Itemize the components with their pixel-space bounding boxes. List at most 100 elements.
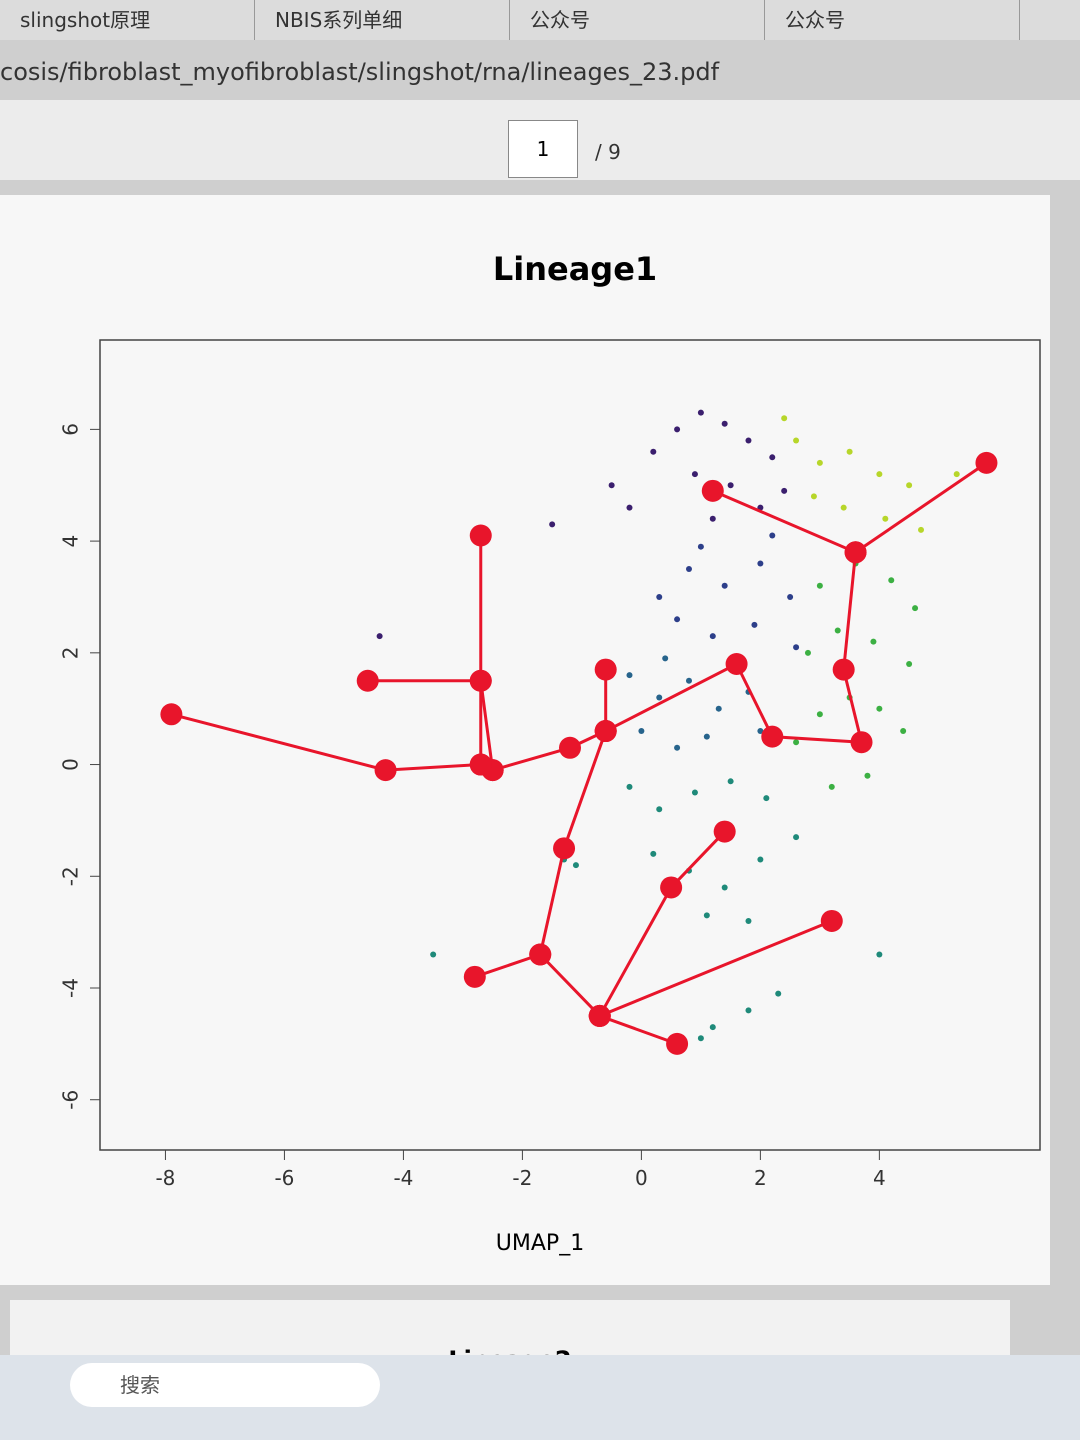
cell-point: [709, 633, 716, 640]
chart: Lineage1 UMAP_1 -8 -6 -4 -2 0 2 4 -6 -4 -2 0 2 4 6: [59, 250, 1041, 1256]
cell-point: [828, 783, 835, 790]
cell-point: [834, 627, 841, 634]
cell-point: [727, 482, 734, 489]
y-tick-label: 6: [59, 423, 83, 436]
lineage-node: [832, 658, 855, 681]
cell-point: [727, 778, 734, 785]
cell-point: [745, 1007, 752, 1014]
lineage-node: [844, 541, 867, 564]
lineage-node: [713, 820, 736, 843]
x-axis-label: UMAP_1: [496, 1231, 584, 1256]
cell-point: [709, 515, 716, 522]
url[interactable]: cosis/fibroblast_myofibroblast/slingshot…: [0, 58, 720, 86]
cell-point: [549, 521, 556, 528]
x-tick-label: -4: [393, 1166, 413, 1190]
cell-point: [888, 577, 895, 584]
y-tick-label: 2: [59, 646, 83, 659]
lineage-node: [469, 524, 492, 547]
lineage-node: [374, 759, 397, 782]
cell-point: [656, 806, 663, 813]
cell-point: [900, 728, 907, 735]
cell-point: [691, 471, 698, 478]
lineage-node: [701, 479, 724, 502]
cell-point: [769, 454, 776, 461]
cell-point: [751, 621, 758, 628]
tab[interactable]: NBIS系列单细: [255, 0, 510, 40]
cell-point: [769, 532, 776, 539]
x-tick-label: 4: [873, 1166, 886, 1190]
y-tick-label: -2: [59, 866, 83, 886]
lineage-curve: [598, 830, 726, 1017]
cell-point: [775, 990, 782, 997]
lineage-node: [463, 965, 486, 988]
cell-point: [721, 582, 728, 589]
cell-point: [793, 834, 800, 841]
cell-point: [572, 862, 579, 869]
tab[interactable]: 公众号: [510, 0, 765, 40]
cell-point: [376, 633, 383, 640]
x-tick-label: 0: [635, 1166, 648, 1190]
tab-bar: slingshot原理 NBIS系列单细 公众号 公众号: [0, 0, 1080, 40]
cell-point: [662, 655, 669, 662]
cell-point: [781, 415, 788, 422]
lineage-curve: [474, 730, 608, 979]
cell-point: [745, 917, 752, 924]
cell-point: [650, 850, 657, 857]
tab[interactable]: 公众号: [765, 0, 1020, 40]
taskbar: 搜索: [0, 1355, 1080, 1440]
cell-point: [840, 504, 847, 511]
cell-point: [810, 493, 817, 500]
x-tick-label: -6: [274, 1166, 294, 1190]
cell-point: [793, 644, 800, 651]
lineage-node: [761, 725, 784, 748]
cell-point: [656, 593, 663, 600]
cell-point: [757, 728, 764, 735]
cell-point: [638, 728, 645, 735]
x-tick-label: 2: [754, 1166, 767, 1190]
cell-point: [918, 526, 925, 533]
lineage-node: [469, 753, 492, 776]
cell-point: [864, 772, 871, 779]
cell-point: [757, 856, 764, 863]
cell-point: [697, 543, 704, 550]
cell-point: [715, 705, 722, 712]
lineage-node: [820, 909, 843, 932]
page-input[interactable]: 1: [508, 120, 578, 178]
lineage-node: [356, 669, 379, 692]
cell-point: [626, 672, 633, 679]
cell-point: [685, 566, 692, 573]
pdf-page: Lineage1 UMAP_1 -8 -6 -4 -2 0 2 4 -6 -4 -2 0 2 4 6: [0, 195, 1050, 1285]
lineage-node: [850, 731, 873, 754]
cell-point: [656, 694, 663, 701]
next-page: Lineage2: [10, 1300, 1010, 1360]
cell-point: [674, 616, 681, 623]
cell-point: [876, 951, 883, 958]
cell-point: [763, 795, 770, 802]
cell-point: [781, 487, 788, 494]
lineage-curve: [479, 535, 495, 771]
lineage-node: [660, 876, 683, 899]
cell-point: [674, 426, 681, 433]
cell-point: [816, 582, 823, 589]
cell-point: [846, 448, 853, 455]
cell-point: [721, 884, 728, 891]
cell-point: [691, 789, 698, 796]
chart-title: Lineage1: [493, 250, 657, 288]
lineage-curve: [367, 679, 483, 765]
cell-point: [608, 482, 615, 489]
cell-point: [626, 783, 633, 790]
y-tick-label: 0: [59, 758, 83, 771]
cell-point: [703, 912, 710, 919]
cell-point: [793, 437, 800, 444]
toolbar: 1 / 9: [0, 100, 1080, 180]
cell-point: [876, 705, 883, 712]
lineage-curve: [599, 919, 833, 1018]
tab[interactable]: slingshot原理: [0, 0, 255, 40]
search-box[interactable]: 搜索: [70, 1363, 380, 1407]
cell-point: [757, 560, 764, 567]
cell-point: [626, 504, 633, 511]
cell-point: [703, 733, 710, 740]
x-tick-label: -2: [512, 1166, 532, 1190]
cell-point: [697, 1035, 704, 1042]
cell-point: [685, 677, 692, 684]
